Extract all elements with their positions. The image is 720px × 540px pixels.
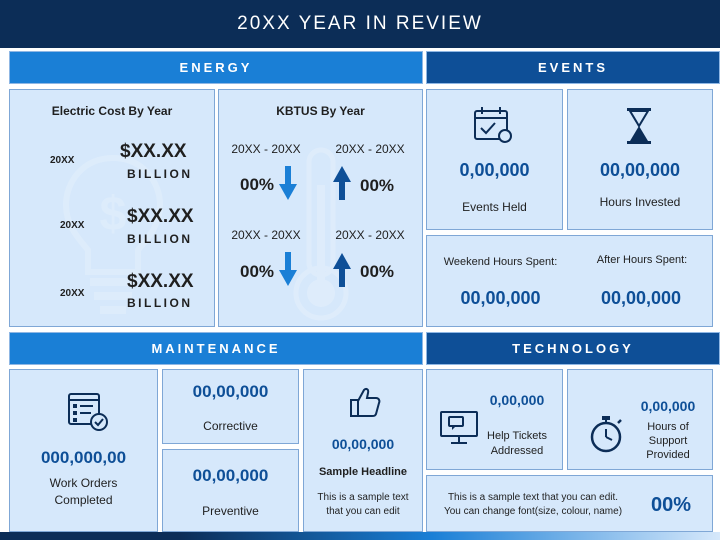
after-hours-value: 00,00,000 [600,288,682,308]
electric-amount: $XX.XX [120,141,187,162]
events-held-panel: 0,00,000 Events Held [426,89,563,230]
electric-amount: $XX.XX [127,271,194,292]
thumbs-up-icon [350,388,381,417]
kbtus-pct: 00% [239,175,275,194]
hourglass-icon [627,108,651,144]
energy-section-header: ENERGY [9,51,423,84]
support-hours-line3: Provided [646,449,690,461]
technology-note-line1: This is a sample text that you can edit. [447,492,619,503]
help-tickets-value: 0,00,000 [489,392,545,408]
work-orders-value: 000,000,00 [40,448,127,467]
work-orders-panel: 000,000,00 Work Orders Completed [9,369,158,532]
support-hours-line1: Hours of [647,421,689,433]
kbtus-panel: KBTUS By Year 20XX - 20XX 00% 20XX - 20X… [218,89,423,327]
lightbulb-icon: $ [62,154,164,314]
support-hours-line2: Support [648,435,688,447]
footer-strip [0,532,720,540]
electric-year: 20XX [60,288,85,299]
kbtus-range: 20XX - 20XX [335,142,405,156]
technology-percent: 00% [650,494,692,516]
hours-invested-label: Hours Invested [599,195,681,209]
sample-text-line2: that you can edit [326,506,400,517]
events-held-value: 0,00,000 [459,160,530,180]
technology-section-header: TECHNOLOGY [426,332,720,365]
weekend-hours-value: 00,00,000 [460,288,541,308]
computer-support-icon [440,411,478,444]
help-tickets-line2: Addressed [490,445,544,457]
kbtus-range: 20XX - 20XX [231,228,301,242]
hours-invested-panel: 00,00,000 Hours Invested [567,89,713,230]
support-hours-value: 0,00,000 [640,398,696,414]
sample-headline-panel: 00,00,000 Sample Headline This is a samp… [303,369,423,532]
preventive-label: Preventive [202,504,259,518]
sample-text-line1: This is a sample text [317,492,409,503]
sample-headline: Sample Headline [318,466,408,478]
after-hours-label: After Hours Spent: [596,254,688,266]
kbtus-pct: 00% [239,262,275,281]
arrow-up-icon [333,166,351,200]
corrective-value: 00,00,000 [192,382,269,401]
hours-invested-value: 00,00,000 [599,160,681,180]
kbtus-range: 20XX - 20XX [231,142,301,156]
sample-value: 00,00,000 [331,436,395,452]
events-held-label: Events Held [462,200,527,214]
events-section-header: EVENTS [426,51,720,84]
svg-text:$: $ [100,188,127,241]
work-orders-label-line1: Work Orders [49,476,118,490]
kbtus-pct: 00% [359,176,395,195]
electric-year: 20XX [60,220,85,231]
weekend-hours-label: Weekend Hours Spent: [443,256,558,268]
electric-unit: BILLION [127,232,193,246]
hours-spent-panel: Weekend Hours Spent: 00,00,000 After Hou… [426,235,713,327]
kbtus-title: KBTUS By Year [276,104,365,118]
electric-unit: BILLION [127,296,193,310]
electric-year: 20XX [50,155,75,166]
electric-amount: $XX.XX [127,206,194,227]
corrective-label: Corrective [203,419,258,433]
calendar-check-icon [474,107,512,143]
arrow-down-icon [279,252,297,286]
electric-unit: BILLION [127,167,193,181]
preventive-panel: 00,00,000 Preventive [162,449,299,532]
checklist-icon [68,393,108,431]
stopwatch-icon [590,416,622,453]
preventive-value: 00,00,000 [192,466,269,485]
arrow-up-icon [333,253,351,287]
maintenance-section-header: MAINTENANCE [9,332,423,365]
arrow-down-icon [279,166,297,200]
technology-note-line2: You can change font(size, colour, name) [443,506,623,517]
electric-cost-panel: $ Electric Cost By Year 20XX $XX.XX BILL… [9,89,215,327]
thermometer-icon [293,147,349,321]
technology-note-panel: This is a sample text that you can edit.… [426,475,713,532]
kbtus-range: 20XX - 20XX [335,228,405,242]
support-hours-panel: 0,00,000 Hours of Support Provided [567,369,713,470]
corrective-panel: 00,00,000 Corrective [162,369,299,444]
kbtus-pct: 00% [359,262,395,281]
electric-cost-title: Electric Cost By Year [51,104,173,118]
page-title: 20XX YEAR IN REVIEW [0,0,720,48]
help-tickets-panel: 0,00,000 Help Tickets Addressed [426,369,563,470]
work-orders-label-line2: Completed [54,493,113,507]
help-tickets-line1: Help Tickets [487,430,547,442]
